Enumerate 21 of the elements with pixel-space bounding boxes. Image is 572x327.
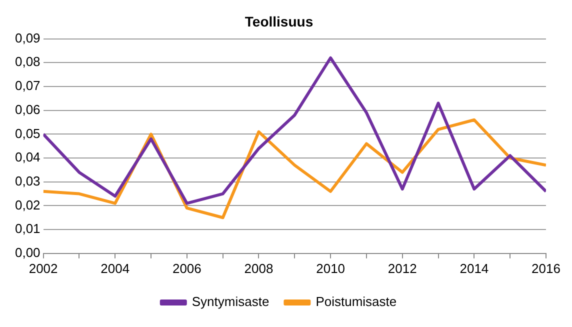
legend-label: Poistumisaste <box>316 294 397 310</box>
chart-title: Teollisuus <box>244 13 314 30</box>
x-tick-label: 2002 <box>28 260 58 276</box>
x-tick-label: 2012 <box>388 260 417 276</box>
x-tick-label: 2006 <box>172 260 202 276</box>
x-tick-label: 2014 <box>460 260 489 276</box>
y-tick-label: 0,08 <box>14 54 40 70</box>
x-tick-label: 2016 <box>532 260 560 276</box>
y-tick-label: 0,00 <box>14 244 40 260</box>
x-tick-label: 2008 <box>244 260 274 276</box>
y-tick-label: 0,05 <box>14 126 40 141</box>
y-tick-label: 0,04 <box>14 150 40 165</box>
x-tick-label: 2004 <box>100 260 130 276</box>
y-tick-label: 0,03 <box>14 173 40 188</box>
y-tick-label: 0,02 <box>14 197 40 212</box>
y-tick-label: 0,09 <box>14 30 40 46</box>
y-tick-label: 0,07 <box>14 78 40 94</box>
legend-label: Syntymisaste <box>192 294 270 310</box>
y-tick-label: 0,01 <box>14 221 40 236</box>
y-tick-label: 0,06 <box>14 102 40 117</box>
x-tick-label: 2010 <box>316 260 346 276</box>
